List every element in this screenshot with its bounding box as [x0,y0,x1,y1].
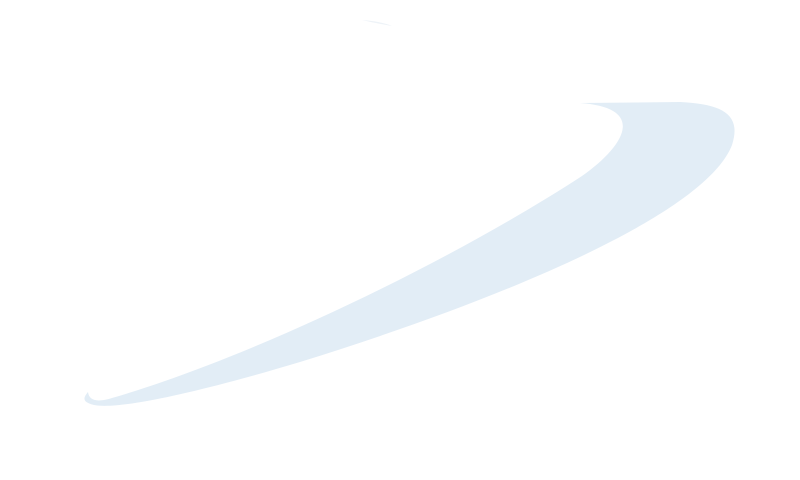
faint-streak [362,20,392,26]
swoosh-icon [84,102,735,406]
